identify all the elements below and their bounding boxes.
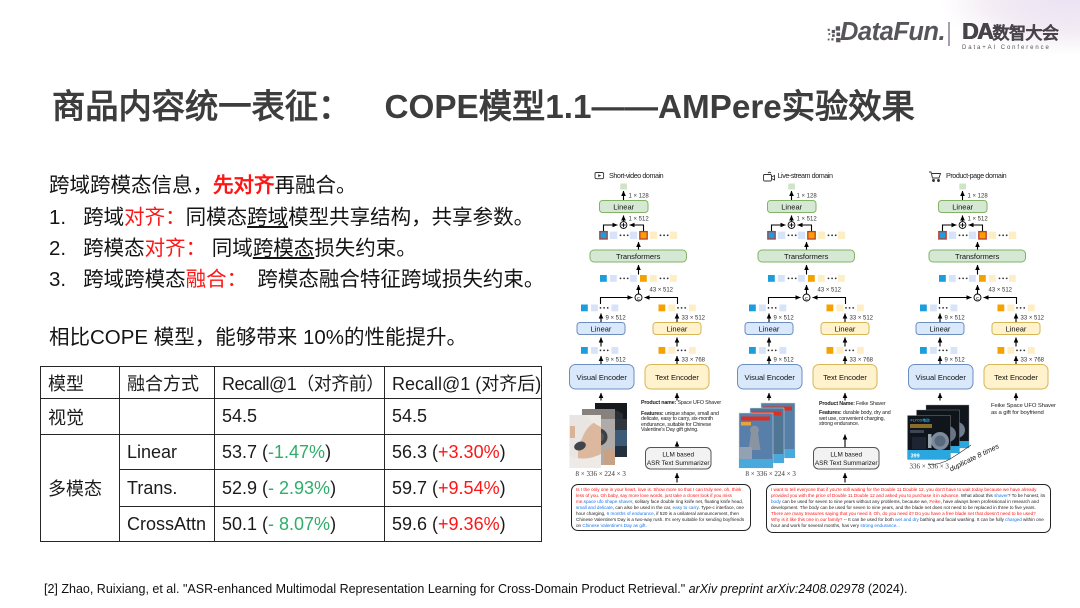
svg-text:LLM based: LLM based	[662, 452, 694, 459]
svg-text:336 × 336 × 3: 336 × 336 × 3	[910, 463, 950, 471]
svg-text:Live-stream domain: Live-stream domain	[778, 171, 833, 180]
svg-text:FLYCO电动: FLYCO电动	[911, 418, 930, 423]
svg-text:ASR Text Summarizer: ASR Text Summarizer	[647, 460, 711, 467]
svg-text:399: 399	[911, 454, 920, 460]
svg-text:LLM based: LLM based	[830, 452, 862, 459]
svg-text:Product-page domain: Product-page domain	[946, 171, 1007, 180]
svg-text:8 × 336 × 224 × 3: 8 × 336 × 224 × 3	[746, 470, 797, 478]
svg-text:ASR Text Summarizer: ASR Text Summarizer	[815, 460, 879, 467]
svg-text:Short-video domain: Short-video domain	[609, 171, 664, 180]
svg-text:8 × 336 × 224 × 3: 8 × 336 × 224 × 3	[576, 470, 627, 478]
